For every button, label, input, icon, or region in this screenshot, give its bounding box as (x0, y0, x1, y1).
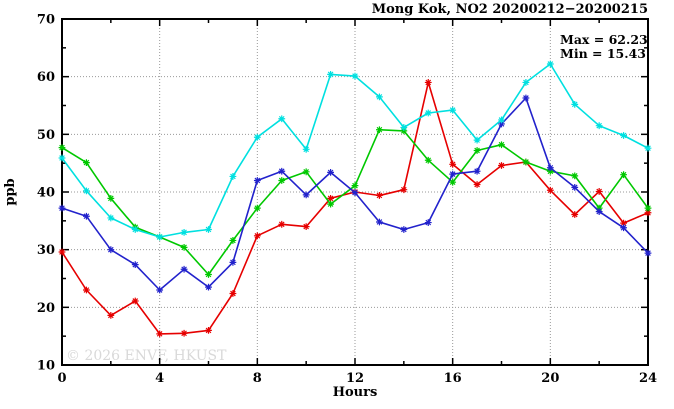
y-tick-label: 50 (37, 128, 55, 143)
y-tick-label: 10 (37, 359, 55, 374)
plot-layer: 10 20 30 40 50 60 70 0 4 8 12 16 20 24 (37, 13, 657, 387)
x-tick-label: 24 (639, 371, 657, 386)
y-tick-label: 60 (37, 70, 55, 85)
x-tick-label: 16 (444, 371, 462, 386)
plot-frame (61, 18, 649, 366)
min-annotation: Min = 15.43 (560, 46, 646, 61)
x-tick-label: 12 (346, 371, 364, 386)
x-tick-label: 8 (253, 371, 262, 386)
series-green-markers (58, 126, 652, 278)
x-tick-label: 0 (57, 371, 66, 386)
chart-title: Mong Kok, NO2 20200212−20200215 (372, 2, 648, 17)
y-tick-label: 70 (37, 13, 55, 28)
series-cyan-markers (58, 60, 652, 241)
max-annotation: Max = 62.23 (560, 32, 648, 47)
y-tick-label: 20 (37, 301, 55, 316)
watermark: © 2026 ENVF, HKUST (66, 348, 227, 364)
y-tick-label: 30 (37, 243, 55, 258)
x-tick-label: 4 (155, 371, 164, 386)
series-blue-markers (58, 94, 652, 294)
x-axis-label: Hours (333, 385, 378, 400)
y-tick-label: 40 (37, 186, 55, 201)
y-axis-label: ppb (3, 178, 18, 205)
x-tick-label: 20 (541, 371, 559, 386)
